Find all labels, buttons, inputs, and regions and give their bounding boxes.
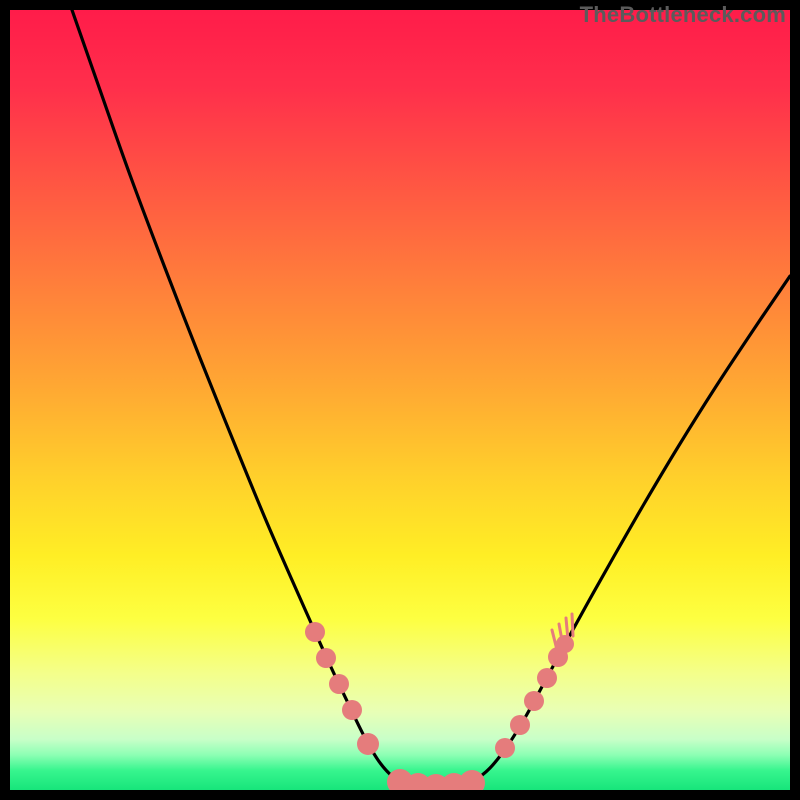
plot-area	[10, 10, 790, 790]
watermark-text: TheBottleneck.com	[580, 2, 786, 28]
gradient-background	[10, 10, 790, 790]
chart-frame: TheBottleneck.com	[0, 0, 800, 800]
plot-svg	[10, 10, 790, 790]
